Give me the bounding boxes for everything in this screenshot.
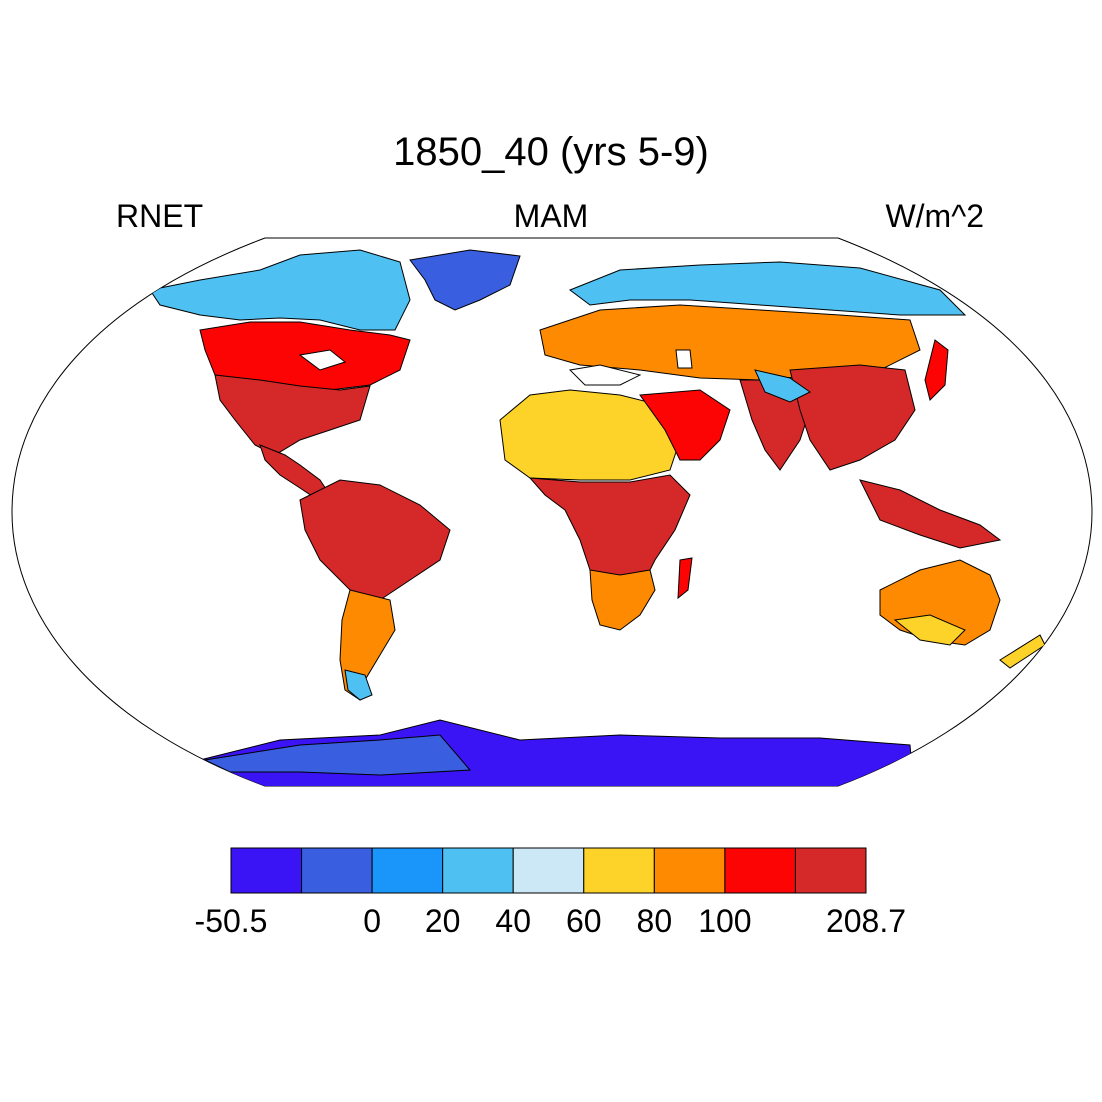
antarctica-edge xyxy=(203,734,472,776)
colorbar-box xyxy=(442,847,514,894)
colorbar-box xyxy=(230,847,303,894)
north-america-south xyxy=(214,374,371,456)
south-america-north xyxy=(299,479,451,601)
inland-water xyxy=(298,349,693,386)
plot-title: 1850_40 (yrs 5-9) xyxy=(393,130,709,174)
colorbar-box xyxy=(653,847,726,894)
season-label: MAM xyxy=(513,198,589,234)
eurasia-arctic xyxy=(568,261,967,316)
colorbar-tick-label: 60 xyxy=(566,903,602,939)
colorbar-tick-label: 40 xyxy=(495,903,531,939)
colorbar-tick-label: -50.5 xyxy=(195,903,268,939)
colorbar-tick-label: 0 xyxy=(363,903,381,939)
colorbar-box xyxy=(724,847,796,894)
colorbar-tick-label: 20 xyxy=(425,903,461,939)
variable-label: RNET xyxy=(116,198,204,234)
colorbar-box xyxy=(371,847,444,894)
africa-north xyxy=(499,389,681,481)
antarctica xyxy=(179,719,916,786)
east-asia xyxy=(789,364,916,471)
southeast-asia-islands xyxy=(859,479,1002,549)
madagascar xyxy=(677,557,693,600)
colorbar-box xyxy=(583,847,655,894)
japan xyxy=(924,339,949,401)
colorbar-tick-label: 80 xyxy=(637,903,673,939)
australia-south xyxy=(893,614,966,646)
africa-south xyxy=(589,569,656,631)
south-america-tip xyxy=(344,669,373,701)
greenland xyxy=(409,249,521,311)
north-america-arctic xyxy=(149,249,411,331)
tibet-plateau xyxy=(754,369,811,403)
colorbar-box xyxy=(512,847,585,894)
units-label: W/m^2 xyxy=(885,198,984,234)
colorbar-tick-label: 208.7 xyxy=(826,903,906,939)
colorbar-tick-label: 100 xyxy=(698,903,751,939)
colorbar-box xyxy=(301,847,373,894)
colorbar-box xyxy=(794,847,867,894)
middle-east xyxy=(639,389,731,461)
